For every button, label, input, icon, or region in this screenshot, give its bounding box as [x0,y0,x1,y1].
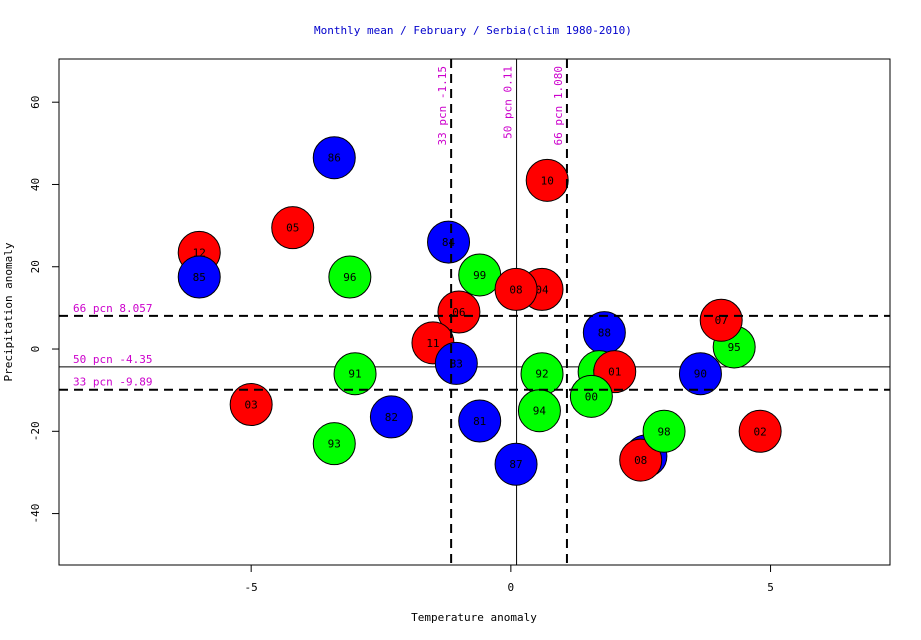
point-98 [642,409,686,453]
x-axis: -5 0 5 [245,565,774,594]
point-03 [229,383,273,427]
point-label: 94 [533,405,547,418]
point-87 [494,442,538,486]
y-tick-label: 20 [29,260,42,273]
point-label: 92 [535,368,548,381]
point-84 [427,220,471,264]
point-label: 81 [473,415,486,428]
data-points: 1285860596910382938499061183811004089294… [59,59,890,565]
y-tick-label: 40 [29,178,42,191]
point-85 [177,255,221,299]
point-label: 85 [193,271,206,284]
point-05 [271,206,315,250]
x-tick-label: -5 [245,581,258,594]
point-label: 86 [328,152,341,165]
point-label: 99 [473,269,486,282]
point-96 [328,255,372,299]
point-label: 08 [509,283,522,296]
point-93 [312,422,356,466]
x-axis-label: Temperature anomaly [411,611,537,624]
x-tick-label: 5 [767,581,774,594]
point-label: 10 [541,174,554,187]
point-00 [569,374,613,418]
point-label: 82 [385,411,398,424]
hline-label: 66 pcn 8.057 [73,302,152,315]
point-label: 88 [598,327,611,340]
y-tick-label: 0 [29,346,42,353]
point-label: 01 [608,366,621,379]
y-tick-label: -40 [29,504,42,524]
point-86 [312,136,356,180]
vline-label: 50 pcn 0.11 [502,66,515,139]
point-08 [494,267,538,311]
point-label: 06 [452,306,465,319]
point-label: 96 [343,271,356,284]
vline-label: 33 pcn -1.15 [436,66,449,145]
point-label: 03 [245,399,258,412]
y-tick-label: -20 [29,421,42,441]
point-91 [333,352,377,396]
point-label: 90 [694,368,707,381]
point-08 [619,438,663,482]
plot-frame [58,58,891,566]
point-label: 84 [442,236,456,249]
point-label: 93 [328,438,341,451]
hline-label: 33 pcn -9.89 [73,376,152,389]
y-tick-label: 60 [29,96,42,109]
point-label: 07 [715,314,728,327]
point-10 [525,158,569,202]
point-label: 05 [286,222,299,235]
point-label: 87 [509,458,522,471]
point-label: 08 [634,454,647,467]
point-83 [434,341,478,385]
point-label: 00 [585,390,598,403]
point-label: 98 [657,425,670,438]
point-82 [369,395,413,439]
point-label: 02 [754,425,767,438]
vline-label: 66 pcn 1.080 [552,66,565,145]
chart-title: Monthly mean / February / Serbia(clim 19… [314,24,632,37]
hline-label: 50 pcn -4.35 [73,353,152,366]
point-07 [699,298,743,342]
point-label: 95 [728,341,741,354]
y-axis-label: Precipitation anomaly [2,242,15,381]
point-label: 11 [426,337,439,350]
point-label: 91 [348,368,361,381]
point-label: 83 [450,357,463,370]
point-02 [738,409,782,453]
point-90 [678,352,722,396]
point-06 [437,290,481,334]
point-81 [458,399,502,443]
y-axis: -40 -20 0 20 40 60 [29,96,59,524]
x-tick-label: 0 [508,581,515,594]
point-label: 04 [535,283,549,296]
